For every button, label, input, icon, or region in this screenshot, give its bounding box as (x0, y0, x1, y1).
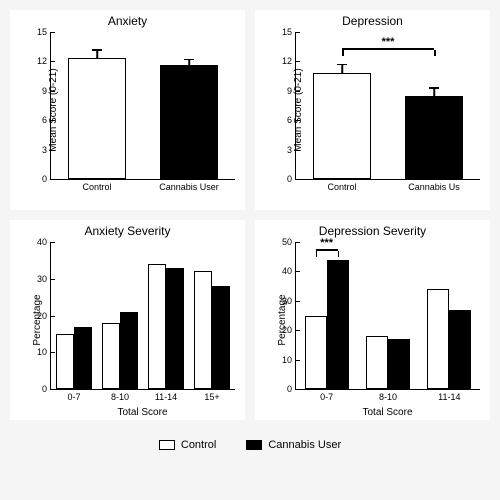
legend-label-cannabis: Cannabis User (268, 439, 341, 451)
group-label: 11-14 (146, 389, 186, 402)
chart-title: Anxiety (10, 14, 245, 28)
legend-swatch-cannabis (246, 440, 262, 450)
bar-cannabis (74, 327, 92, 389)
bar-control (313, 73, 372, 179)
error-bar (341, 65, 343, 73)
y-tick: 20 (37, 311, 51, 321)
error-cap (92, 49, 102, 51)
bar-label: Control (312, 179, 372, 192)
y-tick: 3 (287, 145, 296, 155)
depression-chart: DepressionMean Score (0-21)03691215Contr… (255, 10, 490, 210)
bar-cannabis (212, 286, 230, 389)
legend-swatch-control (159, 440, 175, 450)
significance-tick (338, 251, 340, 257)
group-label: 11-14 (429, 389, 469, 402)
y-tick: 50 (282, 237, 296, 247)
y-tick: 12 (37, 56, 51, 66)
y-tick: 10 (282, 355, 296, 365)
bar-control (427, 289, 449, 389)
x-axis-label: Total Score (50, 407, 235, 418)
bar-label: Cannabis Us (404, 179, 464, 192)
y-tick: 3 (42, 145, 51, 155)
plot-area: 0102030400-78-1011-1415+ (50, 242, 235, 390)
chart-title: Depression Severity (255, 224, 490, 238)
legend-label-control: Control (181, 439, 216, 451)
y-tick: 9 (42, 86, 51, 96)
bar-control (148, 264, 166, 389)
bar-cannabis (405, 96, 464, 179)
y-tick: 0 (42, 384, 51, 394)
significance-line (316, 249, 338, 251)
y-tick: 30 (37, 274, 51, 284)
significance-line (342, 48, 434, 50)
anxiety-severity-chart: Anxiety SeverityPercentage0102030400-78-… (10, 220, 245, 420)
y-tick: 12 (282, 56, 296, 66)
chart-title: Depression (255, 14, 490, 28)
error-cap (337, 64, 347, 66)
bar-cannabis (449, 310, 471, 389)
chart-title: Anxiety Severity (10, 224, 245, 238)
plot-area: 010203040500-78-1011-14*** (295, 242, 480, 390)
group-label: 8-10 (368, 389, 408, 402)
y-tick: 6 (287, 115, 296, 125)
y-tick: 0 (287, 174, 296, 184)
error-bar (433, 89, 435, 96)
bar-cannabis (388, 339, 410, 389)
bar-label: Control (67, 179, 127, 192)
group-label: 8-10 (100, 389, 140, 402)
group-label: 15+ (192, 389, 232, 402)
legend-item-cannabis: Cannabis User (246, 439, 341, 451)
group-label: 0-7 (307, 389, 347, 402)
bar-label: Cannabis User (159, 179, 219, 192)
depression-severity-chart: Depression SeverityPercentage01020304050… (255, 220, 490, 420)
bar-control (68, 58, 127, 179)
y-tick: 15 (37, 27, 51, 37)
significance-text: *** (320, 237, 333, 249)
anxiety-chart: AnxietyMean Score (0-21)03691215ControlC… (10, 10, 245, 210)
y-tick: 0 (42, 174, 51, 184)
significance-text: *** (382, 36, 395, 48)
y-tick: 6 (42, 115, 51, 125)
y-tick: 15 (282, 27, 296, 37)
bar-cannabis (327, 260, 349, 389)
significance-tick (342, 50, 344, 56)
bar-control (102, 323, 120, 389)
y-tick: 20 (282, 325, 296, 335)
plot-area: 03691215ControlCannabis Us*** (295, 32, 480, 180)
error-cap (184, 59, 194, 61)
group-label: 0-7 (54, 389, 94, 402)
significance-tick (316, 251, 318, 257)
x-axis-label: Total Score (295, 407, 480, 418)
legend: Control Cannabis User (10, 430, 490, 460)
y-tick: 40 (282, 266, 296, 276)
bar-cannabis (166, 268, 184, 389)
significance-tick (434, 50, 436, 56)
bar-control (194, 271, 212, 389)
error-bar (96, 51, 98, 59)
bar-cannabis (120, 312, 138, 389)
y-tick: 30 (282, 296, 296, 306)
plot-area: 03691215ControlCannabis User (50, 32, 235, 180)
y-tick: 9 (287, 86, 296, 96)
y-tick: 0 (287, 384, 296, 394)
legend-item-control: Control (159, 439, 216, 451)
error-bar (188, 60, 190, 65)
y-tick: 10 (37, 347, 51, 357)
bar-control (366, 336, 388, 389)
y-tick: 40 (37, 237, 51, 247)
error-cap (429, 87, 439, 89)
bar-control (305, 316, 327, 390)
bar-cannabis (160, 65, 219, 179)
bar-control (56, 334, 74, 389)
